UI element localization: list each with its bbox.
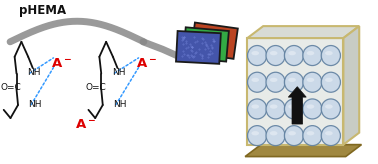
Ellipse shape (321, 72, 341, 92)
Ellipse shape (303, 99, 322, 119)
Ellipse shape (307, 131, 314, 135)
Ellipse shape (303, 72, 322, 92)
Ellipse shape (288, 104, 296, 109)
Polygon shape (288, 87, 306, 124)
Ellipse shape (266, 72, 285, 92)
Ellipse shape (288, 51, 296, 55)
Ellipse shape (307, 78, 314, 82)
Text: O=C: O=C (1, 83, 22, 92)
Ellipse shape (321, 99, 341, 119)
Ellipse shape (266, 99, 285, 119)
Polygon shape (247, 38, 343, 145)
Ellipse shape (288, 78, 296, 82)
Ellipse shape (251, 131, 259, 135)
Ellipse shape (321, 126, 341, 146)
Ellipse shape (270, 51, 277, 55)
Ellipse shape (303, 46, 322, 66)
Ellipse shape (270, 104, 277, 109)
Ellipse shape (325, 104, 333, 109)
Text: NH: NH (113, 100, 127, 109)
Text: $\mathbf{A^-}$: $\mathbf{A^-}$ (51, 57, 72, 70)
Ellipse shape (266, 46, 285, 66)
Polygon shape (191, 22, 238, 59)
Polygon shape (247, 26, 359, 38)
Ellipse shape (303, 126, 322, 146)
Text: NH: NH (112, 68, 125, 77)
Text: NH: NH (27, 68, 40, 77)
Ellipse shape (251, 104, 259, 109)
Ellipse shape (284, 99, 304, 119)
Ellipse shape (248, 99, 267, 119)
Ellipse shape (270, 131, 277, 135)
Polygon shape (245, 145, 361, 157)
Text: NH: NH (29, 100, 42, 109)
Ellipse shape (266, 126, 285, 146)
Text: $\mathbf{A^-}$: $\mathbf{A^-}$ (136, 57, 157, 70)
Ellipse shape (307, 51, 314, 55)
Ellipse shape (284, 126, 304, 146)
Text: O=C: O=C (85, 83, 106, 92)
Text: pHEMA: pHEMA (19, 4, 66, 17)
Ellipse shape (251, 51, 259, 55)
Ellipse shape (325, 131, 333, 135)
Ellipse shape (270, 78, 277, 82)
Ellipse shape (325, 51, 333, 55)
Ellipse shape (248, 46, 267, 66)
Text: $\mathbf{A^-}$: $\mathbf{A^-}$ (75, 118, 96, 131)
Ellipse shape (307, 104, 314, 109)
Ellipse shape (251, 78, 259, 82)
Ellipse shape (284, 72, 304, 92)
Ellipse shape (284, 46, 304, 66)
Polygon shape (183, 27, 229, 62)
Polygon shape (343, 26, 359, 145)
Ellipse shape (248, 126, 267, 146)
Ellipse shape (288, 131, 296, 135)
Polygon shape (176, 31, 221, 64)
Ellipse shape (321, 46, 341, 66)
Ellipse shape (325, 78, 333, 82)
Ellipse shape (248, 72, 267, 92)
